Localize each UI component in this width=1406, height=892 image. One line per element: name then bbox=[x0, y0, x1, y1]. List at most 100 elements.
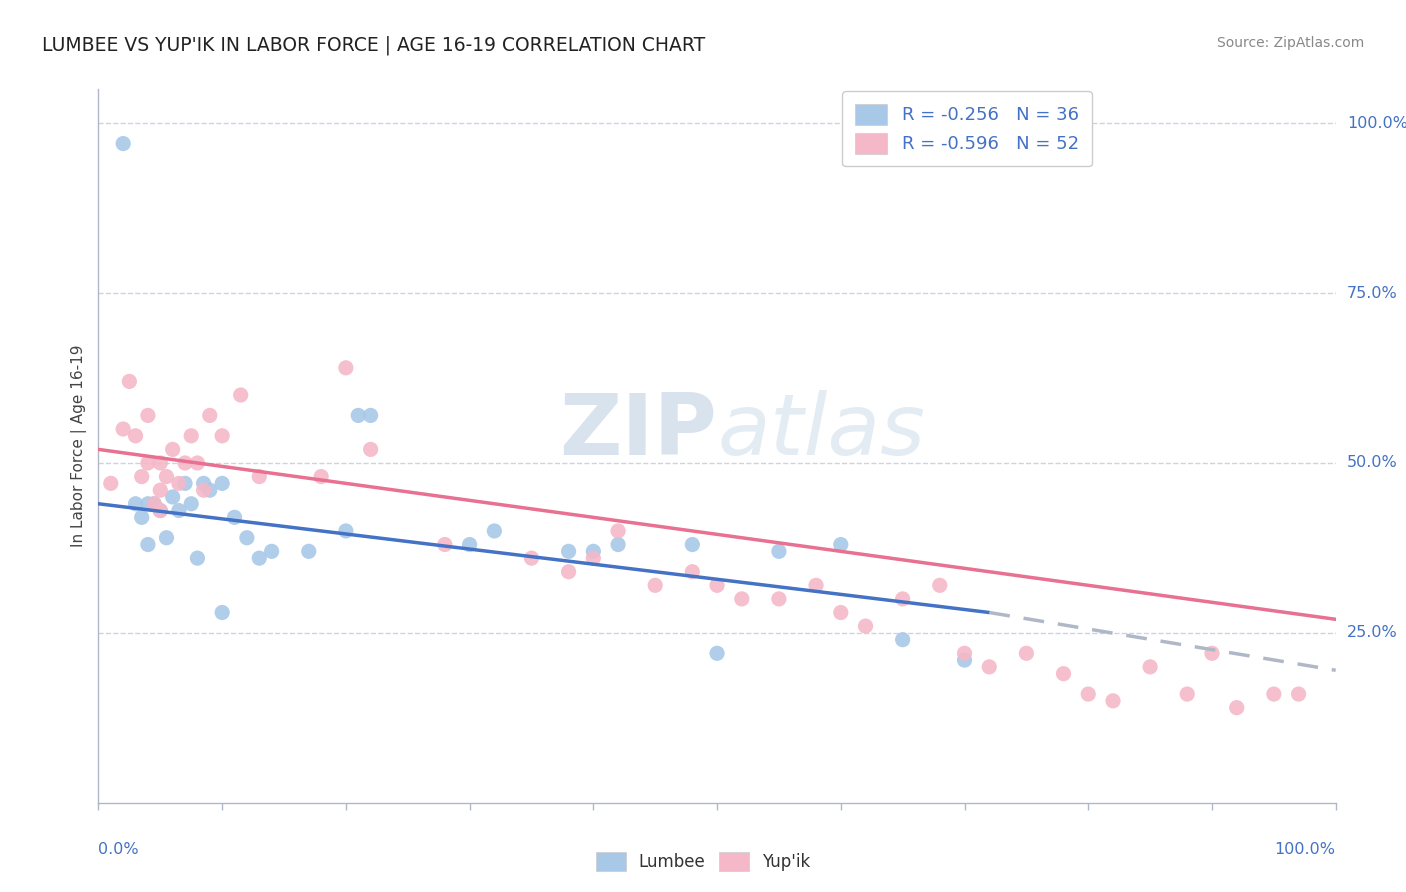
Point bbox=[891, 632, 914, 647]
Point bbox=[830, 606, 852, 620]
Point bbox=[1052, 666, 1074, 681]
Point bbox=[582, 544, 605, 558]
Point bbox=[260, 544, 283, 558]
Point bbox=[360, 409, 382, 423]
Point bbox=[186, 551, 208, 566]
Point bbox=[155, 469, 177, 483]
Point bbox=[768, 544, 790, 558]
Point bbox=[180, 497, 202, 511]
Point bbox=[557, 544, 579, 558]
Point bbox=[855, 619, 877, 633]
Point bbox=[211, 429, 233, 443]
Legend: Lumbee, Yup'ik: Lumbee, Yup'ik bbox=[588, 843, 818, 880]
Point bbox=[607, 524, 630, 538]
Point bbox=[211, 606, 233, 620]
Text: ZIP: ZIP bbox=[560, 390, 717, 474]
Point bbox=[224, 510, 246, 524]
Y-axis label: In Labor Force | Age 16-19: In Labor Force | Age 16-19 bbox=[72, 344, 87, 548]
Text: 50.0%: 50.0% bbox=[1347, 456, 1398, 470]
Point bbox=[644, 578, 666, 592]
Point bbox=[1139, 660, 1161, 674]
Point bbox=[979, 660, 1001, 674]
Point bbox=[118, 375, 141, 389]
Point bbox=[1201, 646, 1223, 660]
Point bbox=[136, 497, 159, 511]
Point bbox=[236, 531, 259, 545]
Point bbox=[607, 537, 630, 551]
Point bbox=[131, 469, 153, 483]
Point bbox=[167, 503, 190, 517]
Point bbox=[186, 456, 208, 470]
Point bbox=[335, 524, 357, 538]
Point bbox=[360, 442, 382, 457]
Point bbox=[124, 497, 146, 511]
Point bbox=[347, 409, 370, 423]
Point bbox=[193, 483, 215, 498]
Point bbox=[1263, 687, 1285, 701]
Point bbox=[706, 578, 728, 592]
Point bbox=[136, 409, 159, 423]
Point bbox=[211, 476, 233, 491]
Point bbox=[891, 591, 914, 606]
Point bbox=[458, 537, 481, 551]
Point bbox=[1288, 687, 1310, 701]
Point bbox=[136, 456, 159, 470]
Text: LUMBEE VS YUP'IK IN LABOR FORCE | AGE 16-19 CORRELATION CHART: LUMBEE VS YUP'IK IN LABOR FORCE | AGE 16… bbox=[42, 36, 706, 55]
Text: Source: ZipAtlas.com: Source: ZipAtlas.com bbox=[1216, 36, 1364, 50]
Point bbox=[520, 551, 543, 566]
Point bbox=[484, 524, 506, 538]
Point bbox=[155, 531, 177, 545]
Point bbox=[180, 429, 202, 443]
Text: atlas: atlas bbox=[717, 390, 925, 474]
Point bbox=[1175, 687, 1198, 701]
Point bbox=[557, 565, 579, 579]
Text: 100.0%: 100.0% bbox=[1347, 116, 1406, 131]
Point bbox=[681, 537, 703, 551]
Text: 25.0%: 25.0% bbox=[1347, 625, 1398, 640]
Point bbox=[100, 476, 122, 491]
Point bbox=[193, 476, 215, 491]
Point bbox=[433, 537, 456, 551]
Point bbox=[167, 476, 190, 491]
Point bbox=[143, 497, 166, 511]
Point bbox=[830, 537, 852, 551]
Text: 0.0%: 0.0% bbox=[98, 842, 139, 856]
Point bbox=[953, 653, 976, 667]
Point bbox=[149, 483, 172, 498]
Point bbox=[247, 551, 270, 566]
Point bbox=[335, 360, 357, 375]
Point bbox=[162, 490, 184, 504]
Point bbox=[953, 646, 976, 660]
Point bbox=[112, 136, 135, 151]
Point bbox=[928, 578, 950, 592]
Point bbox=[247, 469, 270, 483]
Point bbox=[198, 483, 221, 498]
Point bbox=[124, 429, 146, 443]
Point bbox=[706, 646, 728, 660]
Point bbox=[1077, 687, 1099, 701]
Legend: R = -0.256   N = 36, R = -0.596   N = 52: R = -0.256 N = 36, R = -0.596 N = 52 bbox=[842, 91, 1091, 166]
Point bbox=[149, 503, 172, 517]
Point bbox=[229, 388, 252, 402]
Point bbox=[768, 591, 790, 606]
Point bbox=[582, 551, 605, 566]
Point bbox=[1226, 700, 1249, 714]
Point bbox=[149, 456, 172, 470]
Point bbox=[162, 442, 184, 457]
Point bbox=[298, 544, 321, 558]
Point bbox=[1102, 694, 1125, 708]
Point bbox=[174, 476, 197, 491]
Point bbox=[1015, 646, 1038, 660]
Point bbox=[143, 497, 166, 511]
Point bbox=[198, 409, 221, 423]
Point bbox=[804, 578, 827, 592]
Point bbox=[149, 503, 172, 517]
Text: 75.0%: 75.0% bbox=[1347, 285, 1398, 301]
Point bbox=[731, 591, 754, 606]
Point bbox=[174, 456, 197, 470]
Point bbox=[131, 510, 153, 524]
Point bbox=[136, 537, 159, 551]
Point bbox=[309, 469, 332, 483]
Point bbox=[112, 422, 135, 436]
Point bbox=[681, 565, 703, 579]
